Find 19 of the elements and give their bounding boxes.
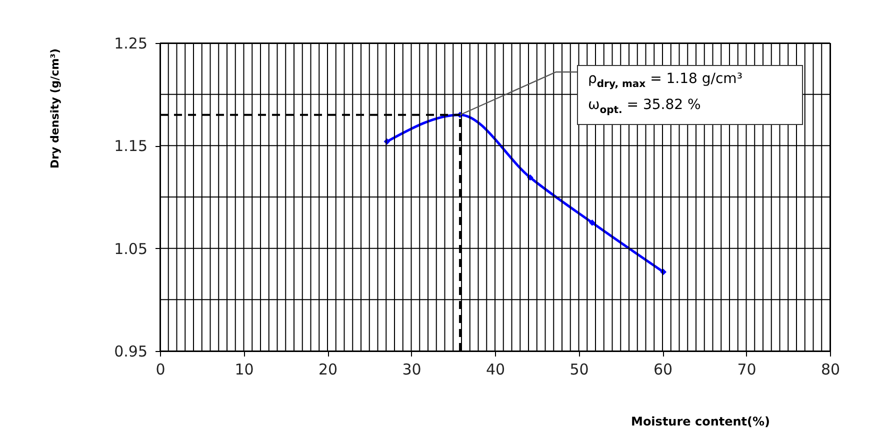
y-tick-label: 1.05 <box>114 240 148 258</box>
x-tick-label: 40 <box>486 360 506 378</box>
y-tick-label: 1.25 <box>114 34 148 52</box>
x-tick-label: 60 <box>653 360 673 378</box>
x-axis-title: Moisture content(%) <box>630 414 770 428</box>
y-tick-label: 1.15 <box>114 137 148 156</box>
x-tick-label: 80 <box>820 360 840 378</box>
x-tick-label: 10 <box>234 360 254 378</box>
callout-box: ρ$_{dry, max}$ = 1.18 g/cm³ ω$_{opt.}$ = 35.82 % <box>577 65 803 125</box>
x-tick-label: 20 <box>318 360 338 378</box>
x-tick-label: 70 <box>737 360 756 378</box>
point <box>588 220 596 226</box>
y-tick-label: 0.95 <box>114 342 148 360</box>
annotation: ω$_{opt.}$ = 35.82 % <box>588 96 702 118</box>
annotation: ρ$_{dry, max}$ = 1.18 g/cm³ <box>588 70 744 92</box>
x-tick-label: 30 <box>402 360 422 378</box>
x-tick-label: 0 <box>156 360 166 378</box>
x-tick-label: 50 <box>570 360 589 378</box>
y-axis-title: Dry density (g/cm³) <box>48 48 62 169</box>
